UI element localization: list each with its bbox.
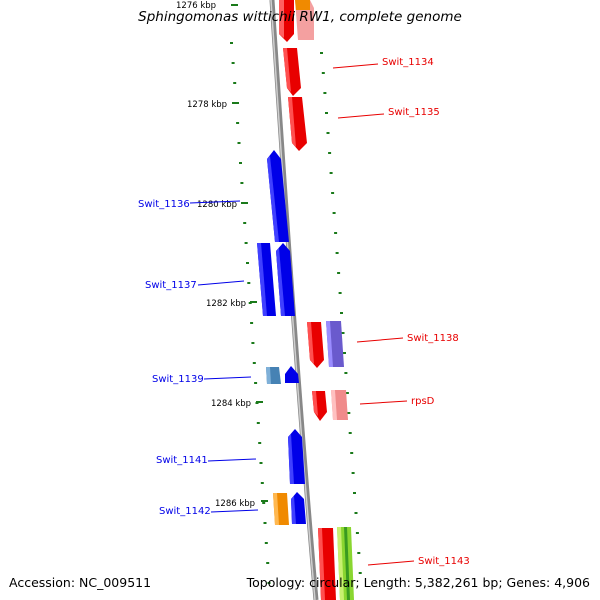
tick-mark <box>335 252 339 254</box>
gene-swit-1135[interactable] <box>288 97 307 151</box>
kbp-label: 1280 kbp <box>197 200 237 210</box>
gene-swit-1134[interactable] <box>283 48 301 96</box>
tick-mark <box>251 342 255 344</box>
tick-mark <box>321 72 325 74</box>
kbp-tick-1286: 1286 kbp <box>215 499 268 509</box>
tick-mark <box>320 52 323 54</box>
topology-label: Topology: circular; Length: 5,382,261 bp… <box>246 575 590 590</box>
gene-swit-1142[interactable] <box>273 492 306 525</box>
kbp-tick-1284: 1284 kbp <box>211 399 263 409</box>
gene-feature[interactable] <box>279 0 294 42</box>
gene-label-rpsd[interactable]: rpsD <box>411 396 435 407</box>
tick-mark <box>260 482 264 484</box>
gene-swit-1137[interactable] <box>257 243 295 316</box>
kbp-label: 1284 kbp <box>211 399 251 409</box>
tick-mark <box>266 562 270 564</box>
gene-label-swit-1143[interactable]: Swit_1143 <box>418 556 470 567</box>
kbp-label: 1286 kbp <box>215 499 255 509</box>
tick-mark <box>323 92 327 94</box>
gene-swit-1139[interactable] <box>266 366 299 384</box>
tick-mark <box>340 312 343 314</box>
kbp-mark <box>261 500 268 502</box>
gene-rpsd[interactable] <box>312 390 348 421</box>
tick-mark <box>256 422 260 424</box>
gene-label-swit-1141[interactable]: Swit_1141 <box>156 455 208 466</box>
kbp-tick-1276: 1276 kbp <box>176 1 238 11</box>
tick-mark <box>331 192 335 194</box>
tick-mark <box>348 432 352 434</box>
map-title: Sphingomonas wittichii RW1, complete gen… <box>138 9 462 25</box>
tick-mark <box>347 412 351 414</box>
kbp-mark <box>231 4 238 6</box>
gene-label-swit-1135[interactable]: Swit_1135 <box>388 107 440 118</box>
tick-mark <box>338 292 342 294</box>
tick-mark <box>263 522 267 524</box>
kbp-label: 1278 kbp <box>187 100 227 110</box>
kbp-mark <box>241 202 248 204</box>
tick-mark <box>328 152 332 154</box>
tick-mark <box>246 262 249 264</box>
tick-mark <box>258 442 262 444</box>
gene-label-swit-1138[interactable]: Swit_1138 <box>407 333 459 344</box>
kbp-label: 1276 kbp <box>176 1 216 11</box>
tick-mark <box>230 42 233 44</box>
tick-mark <box>357 552 361 554</box>
gene-swit-1143[interactable] <box>318 527 354 600</box>
tick-mark <box>236 122 240 124</box>
kbp-label: 1282 kbp <box>206 299 246 309</box>
tick-mark <box>332 212 336 214</box>
tick-mark <box>353 492 356 494</box>
tick-mark <box>358 572 362 574</box>
tick-mark <box>262 502 266 504</box>
tick-mark <box>240 182 244 184</box>
gene-label-swit-1139[interactable]: Swit_1139 <box>152 374 204 385</box>
tick-mark <box>231 62 235 64</box>
kbp-mark <box>256 401 263 403</box>
gene-label-swit-1136[interactable]: Swit_1136 <box>138 199 190 210</box>
kbp-mark <box>232 102 239 104</box>
tick-mark <box>247 282 251 284</box>
tick-mark <box>239 162 242 164</box>
tick-mark <box>351 472 355 474</box>
gene-label-swit-1134[interactable]: Swit_1134 <box>382 57 434 68</box>
gene-label-swit-1142[interactable]: Swit_1142 <box>159 506 211 517</box>
tick-mark <box>334 232 338 234</box>
gene-swit-1138[interactable] <box>307 321 344 368</box>
tick-mark <box>343 352 346 354</box>
tick-mark <box>264 542 268 544</box>
tick-mark <box>325 112 328 114</box>
tick-mark <box>355 532 359 534</box>
tick-mark <box>243 222 247 224</box>
tick-mark <box>244 242 248 244</box>
tick-mark <box>252 362 256 364</box>
tick-mark <box>254 382 258 384</box>
kbp-tick-1280: 1280 kbp <box>197 200 248 210</box>
gene-label-swit-1137[interactable]: Swit_1137 <box>145 280 197 291</box>
tick-mark <box>233 82 237 84</box>
tick-mark <box>354 512 358 514</box>
gene-feature[interactable] <box>295 0 314 40</box>
tick-mark <box>237 142 241 144</box>
tick-mark <box>337 272 341 274</box>
accession-label: Accession: NC_009511 <box>9 575 152 590</box>
kbp-tick-1282: 1282 kbp <box>206 299 257 309</box>
tick-mark <box>329 172 333 174</box>
callout-lines <box>189 63 415 566</box>
tick-mark <box>250 322 254 324</box>
tick-mark <box>326 132 330 134</box>
kbp-tick-1278: 1278 kbp <box>187 100 239 110</box>
gene-swit-1141[interactable] <box>288 429 305 484</box>
tick-mark <box>259 462 263 464</box>
tick-mark <box>350 452 354 454</box>
tick-mark <box>345 392 349 394</box>
tick-mark <box>267 582 271 584</box>
tick-mark <box>341 332 345 334</box>
tick-mark <box>344 372 348 374</box>
tick-track-right <box>320 52 362 574</box>
kbp-mark <box>250 301 257 303</box>
gene-swit-1136[interactable] <box>267 150 289 242</box>
